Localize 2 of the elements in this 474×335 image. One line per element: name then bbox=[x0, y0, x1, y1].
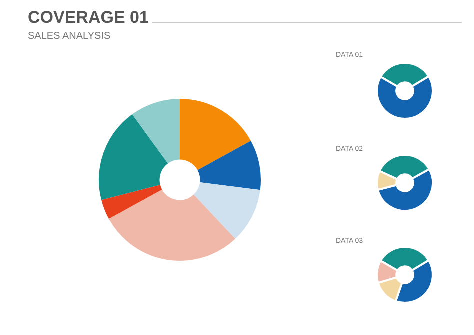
chart-title: COVERAGE 01 bbox=[28, 8, 149, 28]
chart-subtitle: SALES ANALYSIS bbox=[28, 31, 111, 42]
